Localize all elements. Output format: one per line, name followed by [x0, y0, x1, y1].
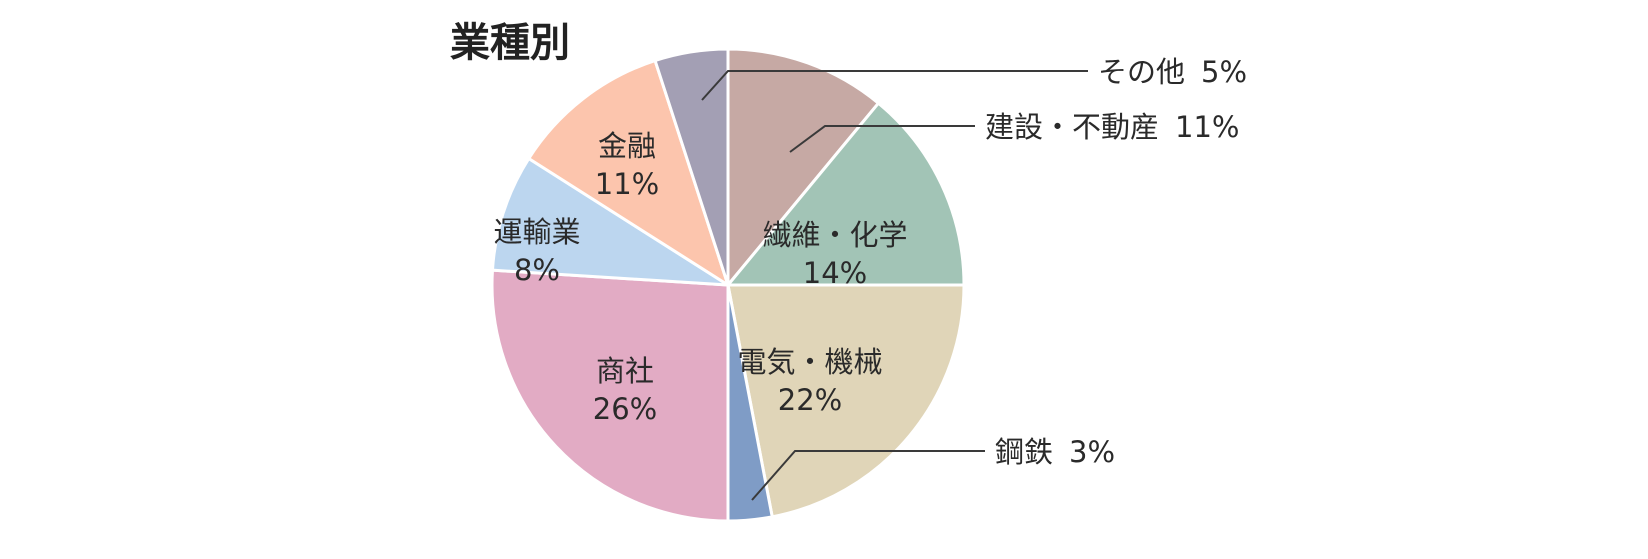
pie-slice — [726, 47, 880, 287]
pie-slice — [726, 101, 966, 287]
slice-label-value: 8% — [514, 253, 560, 287]
slice-label-name: その他 — [1098, 55, 1185, 89]
slice-label: 商社 26% — [593, 354, 657, 426]
slice-label-name: 電気・機械 — [737, 345, 882, 379]
slice-label: その他 5% — [1098, 55, 1247, 89]
leader-line — [751, 450, 985, 501]
slice-label: 電気・機械 22% — [737, 345, 882, 417]
slice-label-value: 5% — [1201, 55, 1247, 89]
pie-slice — [653, 47, 730, 287]
slice-label-name: 鋼鉄 — [995, 435, 1053, 469]
pie-slice — [490, 157, 730, 287]
slice-label-name: 繊維・化学 — [762, 218, 907, 252]
slice-label: 金融 11% — [595, 129, 659, 201]
slice-label-value: 14% — [803, 256, 867, 290]
slice-label-value: 22% — [778, 383, 842, 417]
slice-label: 運輸業 8% — [493, 215, 580, 287]
slice-labels: 建設・不動産 11% 繊維・化学 14% 電気・機械 22% 鋼鉄 3% 商社 26% 運輸業 8% 金… — [493, 55, 1247, 469]
slice-label-name: 運輸業 — [493, 215, 580, 249]
pie-slice — [490, 268, 730, 523]
slice-label: 鋼鉄 3% — [995, 435, 1115, 469]
leader-line — [701, 70, 1088, 101]
leader-line — [789, 125, 975, 153]
slice-label: 繊維・化学 14% — [762, 218, 907, 290]
slice-label-name: 建設・不動産 — [985, 110, 1159, 144]
slice-label-value: 11% — [595, 167, 659, 201]
slice-label-value: 3% — [1069, 435, 1115, 469]
pie-slice — [527, 59, 730, 287]
chart-title: 業種別 — [450, 20, 570, 66]
slice-label-value: 26% — [593, 392, 657, 426]
slice-label: 建設・不動産 11% — [985, 110, 1239, 144]
slice-label-name: 商社 — [596, 354, 654, 388]
slice-label-name: 金融 — [598, 129, 656, 163]
pie-slices — [490, 47, 966, 523]
leader-lines — [701, 70, 1088, 501]
slice-label-value: 11% — [1175, 110, 1239, 144]
